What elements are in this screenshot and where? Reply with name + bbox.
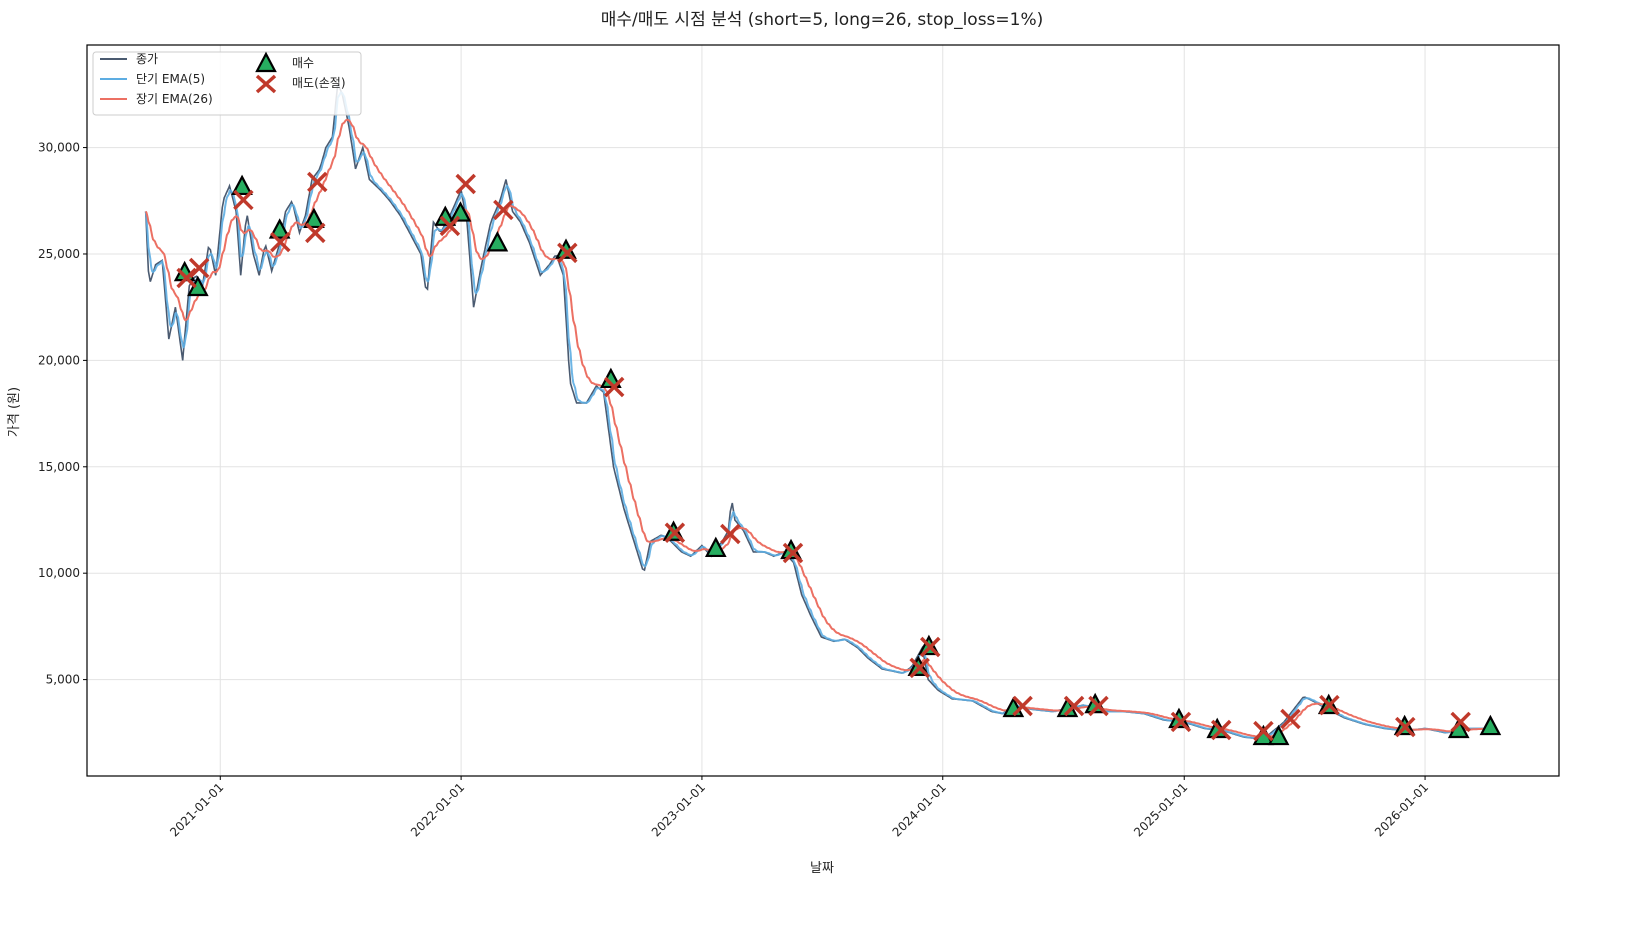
y-tick-label: 25,000 — [38, 247, 80, 261]
x-tick-label: 2025-01-01 — [1131, 780, 1190, 839]
buy-marker — [268, 218, 291, 239]
y-tick-label: 10,000 — [38, 566, 80, 580]
buy-marker — [231, 174, 253, 196]
sell-marker — [1319, 694, 1340, 716]
buy-marker — [704, 536, 727, 558]
series-lines — [144, 83, 1498, 741]
sell-marker — [305, 222, 326, 244]
legend-label: 매수 — [292, 56, 314, 70]
sell-marker — [782, 542, 804, 564]
buy-marker — [303, 207, 325, 229]
y-axis-label: 가격 (원) — [7, 387, 22, 437]
sell-marker — [1253, 720, 1274, 742]
x-tick-label: 2021-01-01 — [167, 780, 226, 839]
legend-label: 장기 EMA(26) — [136, 92, 213, 106]
sell-marker — [493, 199, 514, 221]
sell-marker — [720, 523, 741, 545]
sell-marker — [1088, 695, 1109, 717]
signal-markers — [173, 171, 1502, 746]
buy-marker — [434, 205, 457, 226]
legend-label: 매도(손절) — [292, 76, 346, 90]
plot-frame — [86, 44, 1560, 777]
legend-label: 종가 — [136, 52, 158, 66]
sell-marker — [1395, 716, 1416, 738]
sell-marker — [919, 636, 941, 658]
x-axis: 2021-01-01 2022-01-01 2023-01-01 2024-01-01… — [167, 776, 1431, 839]
x-axis-label: 날짜 — [810, 861, 834, 876]
sell-marker — [557, 242, 578, 264]
y-axis: 5,000 10,000 15,000 20,000 25,000 30,000 — [38, 141, 87, 687]
legend-buy-icon — [255, 51, 277, 73]
buy-marker — [1479, 714, 1502, 736]
close-price-line — [144, 83, 1498, 741]
sell-marker — [1063, 695, 1085, 717]
x-tick-label: 2026-01-01 — [1372, 780, 1431, 839]
x-tick-label: 2022-01-01 — [408, 780, 467, 839]
y-tick-label: 30,000 — [38, 141, 80, 155]
sell-marker — [1170, 711, 1192, 733]
sell-marker — [1210, 719, 1232, 741]
sell-marker — [270, 231, 291, 253]
sell-marker — [455, 173, 476, 195]
legend-box — [92, 51, 362, 116]
sell-marker — [1280, 708, 1301, 730]
buy-marker — [449, 201, 472, 222]
x-tick-label: 2023-01-01 — [649, 780, 708, 839]
y-tick-label: 20,000 — [38, 353, 80, 367]
legend-label: 단기 EMA(5) — [136, 72, 205, 86]
ema-long-line — [144, 118, 1498, 739]
y-tick-label: 15,000 — [38, 460, 80, 474]
sell-marker — [307, 171, 328, 193]
buy-marker — [486, 230, 509, 252]
sell-marker — [603, 376, 625, 398]
sell-marker — [439, 215, 461, 237]
buy-marker — [1267, 724, 1290, 746]
sell-marker — [1450, 711, 1471, 733]
legend-sell-icon — [255, 74, 277, 94]
sell-marker — [176, 267, 197, 289]
grid — [87, 45, 1559, 776]
ema-short-line — [144, 91, 1498, 740]
sell-marker — [1012, 695, 1033, 717]
sell-marker — [188, 257, 210, 279]
sell-marker — [664, 522, 686, 543]
sell-marker — [909, 657, 930, 679]
y-tick-label: 5,000 — [46, 673, 80, 687]
x-tick-label: 2024-01-01 — [890, 780, 949, 839]
sell-marker — [233, 189, 254, 211]
chart-title: 매수/매도 시점 분석 (short=5, long=26, stop_loss… — [601, 10, 1044, 30]
